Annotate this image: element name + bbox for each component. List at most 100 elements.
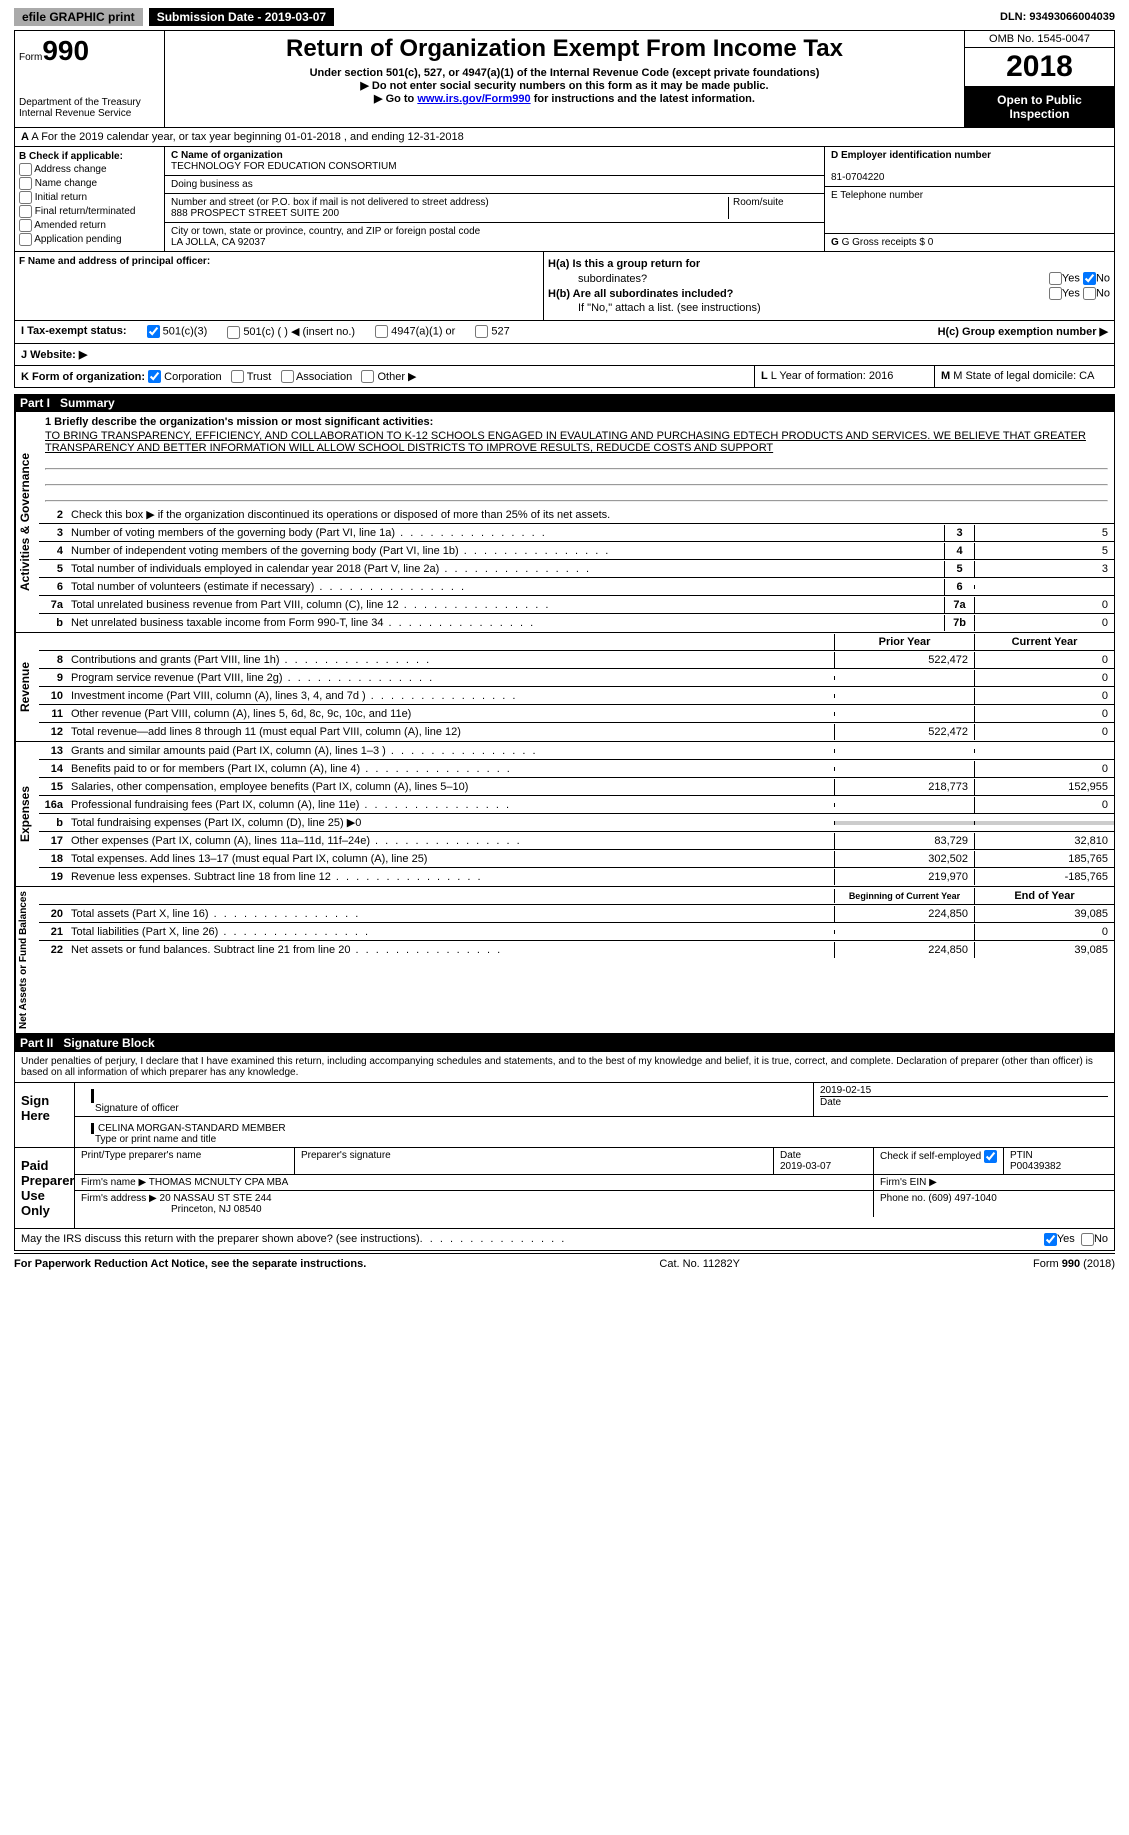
street: 888 PROSPECT STREET SUITE 200 — [171, 208, 339, 219]
row-j: J Website: ▶ — [14, 344, 1115, 366]
line-20: Total assets (Part X, line 16) — [67, 906, 834, 922]
col-d: D Employer identification number81-07042… — [824, 147, 1114, 251]
line-15: Salaries, other compensation, employee b… — [67, 779, 834, 795]
line-14: Benefits paid to or for members (Part IX… — [67, 761, 834, 777]
chk-corp[interactable] — [148, 370, 161, 383]
firm-addr1: 20 NASSAU ST STE 244 — [160, 1193, 272, 1204]
check-applicable-label: B Check if applicable: — [19, 151, 123, 162]
chk-501c3[interactable] — [147, 325, 160, 338]
line-16b: Total fundraising expenses (Part IX, col… — [67, 814, 834, 831]
line-13: Grants and similar amounts paid (Part IX… — [67, 743, 834, 759]
tax-year: 2018 — [965, 48, 1114, 87]
part1-header: Part I Summary — [14, 394, 1115, 412]
omb-number: OMB No. 1545-0047 — [965, 31, 1114, 48]
line-7b: Net unrelated business taxable income fr… — [67, 615, 944, 631]
chk-ha-no[interactable] — [1083, 272, 1096, 285]
footer: For Paperwork Reduction Act Notice, see … — [14, 1253, 1115, 1270]
sig-date: 2019-02-15 — [820, 1085, 1108, 1096]
block-bcd: B Check if applicable: Address change Na… — [14, 147, 1115, 252]
line-19: Revenue less expenses. Subtract line 18 … — [67, 869, 834, 885]
city: LA JOLLA, CA 92037 — [171, 237, 266, 248]
line-5: Total number of individuals employed in … — [67, 561, 944, 577]
block-fh: F Name and address of principal officer:… — [14, 252, 1115, 321]
chk-assoc[interactable] — [281, 370, 294, 383]
group-exemption: H(c) Group exemption number ▶ — [938, 325, 1108, 339]
chk-501c[interactable] — [227, 326, 240, 339]
vlabel-expenses: Expenses — [15, 742, 39, 886]
officer-name: CELINA MORGAN-STANDARD MEMBER — [98, 1123, 286, 1134]
dba: Doing business as — [165, 176, 824, 194]
line-7a: Total unrelated business revenue from Pa… — [67, 597, 944, 613]
line-22: Net assets or fund balances. Subtract li… — [67, 942, 834, 958]
submission-button[interactable]: Submission Date - 2019-03-07 — [149, 8, 334, 26]
chk-4947[interactable] — [375, 325, 388, 338]
instructions-link[interactable]: www.irs.gov/Form990 — [417, 93, 530, 105]
form-ref: Form 990 (2018) — [1033, 1258, 1115, 1270]
line-6: Total number of volunteers (estimate if … — [67, 579, 944, 595]
beg-year-hdr: Beginning of Current Year — [834, 889, 974, 903]
irs-label: Internal Revenue Service — [19, 108, 160, 119]
org-name: TECHNOLOGY FOR EDUCATION CONSORTIUM — [171, 161, 397, 172]
row-klm: K Form of organization: Corporation Trus… — [14, 366, 1115, 389]
current-year-hdr: Current Year — [974, 634, 1114, 650]
room-suite: Room/suite — [728, 197, 818, 219]
chk-discuss-yes[interactable] — [1044, 1233, 1057, 1246]
vlabel-netassets: Net Assets or Fund Balances — [15, 887, 39, 1033]
chk-final: Final return/terminated — [19, 205, 160, 218]
discuss-row: May the IRS discuss this return with the… — [14, 1229, 1115, 1251]
chk-amended: Amended return — [19, 219, 160, 232]
row-a: A A For the 2019 calendar year, or tax y… — [14, 128, 1115, 147]
efile-button[interactable]: efile GRAPHIC print — [14, 8, 143, 26]
subtitle-1: Under section 501(c), 527, or 4947(a)(1)… — [169, 67, 960, 79]
chk-pending: Application pending — [19, 233, 160, 246]
chk-other[interactable] — [361, 370, 374, 383]
line-17: Other expenses (Part IX, column (A), lin… — [67, 833, 834, 849]
sign-here-label: Sign Here — [15, 1083, 75, 1147]
telephone-label: E Telephone number — [831, 190, 923, 201]
line-16a: Professional fundraising fees (Part IX, … — [67, 797, 834, 813]
subtitle-3: ▶ Go to www.irs.gov/Form990 for instruct… — [169, 92, 960, 105]
chk-hb-no[interactable] — [1083, 287, 1096, 300]
firm-phone: (609) 497-1040 — [928, 1193, 996, 1204]
group-return: H(a) Is this a group return for subordin… — [544, 252, 1114, 320]
paid-preparer-label: Paid Preparer Use Only — [15, 1148, 75, 1228]
line-2: Check this box ▶ if the organization dis… — [67, 506, 1114, 523]
chk-discuss-no[interactable] — [1081, 1233, 1094, 1246]
preparer-name-label: Print/Type preparer's name — [75, 1148, 295, 1174]
chk-initial: Initial return — [19, 191, 160, 204]
state-domicile: M M State of legal domicile: CA — [934, 366, 1114, 388]
col-b: B Check if applicable: Address change Na… — [15, 147, 165, 251]
sig-officer-label: Signature of officer — [95, 1103, 807, 1114]
line-18: Total expenses. Add lines 13–17 (must eq… — [67, 851, 834, 867]
chk-527[interactable] — [475, 325, 488, 338]
line-8: Contributions and grants (Part VIII, lin… — [67, 652, 834, 668]
chk-trust[interactable] — [231, 370, 244, 383]
vlabel-governance: Activities & Governance — [15, 412, 39, 632]
chk-hb-yes[interactable] — [1049, 287, 1062, 300]
cat-no: Cat. No. 11282Y — [659, 1258, 740, 1270]
declaration: Under penalties of perjury, I declare th… — [14, 1052, 1115, 1083]
chk-ha-yes[interactable] — [1049, 272, 1062, 285]
line-11: Other revenue (Part VIII, column (A), li… — [67, 706, 834, 722]
prior-year-hdr: Prior Year — [834, 634, 974, 650]
top-bar: efile GRAPHIC print Submission Date - 20… — [14, 8, 1115, 26]
firm-addr2: Princeton, NJ 08540 — [171, 1204, 262, 1215]
col-c: C Name of organizationTECHNOLOGY FOR EDU… — [165, 147, 824, 251]
sign-here-block: Sign Here Signature of officer 2019-02-1… — [14, 1083, 1115, 1148]
line-3: Number of voting members of the governin… — [67, 525, 944, 541]
part1-body: Activities & Governance 1 Briefly descri… — [14, 412, 1115, 1034]
chk-name: Name change — [19, 177, 160, 190]
mission: 1 Briefly describe the organization's mi… — [39, 412, 1114, 506]
vlabel-revenue: Revenue — [15, 633, 39, 741]
ein: 81-0704220 — [831, 172, 884, 183]
preparer-sig-label: Preparer's signature — [295, 1148, 774, 1174]
chk-self-employed[interactable] — [984, 1150, 997, 1163]
form-title: Return of Organization Exempt From Incom… — [169, 35, 960, 63]
form-label: Form — [19, 52, 42, 63]
part2-header: Part II Signature Block — [14, 1034, 1115, 1052]
line-4: Number of independent voting members of … — [67, 543, 944, 559]
ptin: P00439382 — [1010, 1161, 1061, 1172]
line-21: Total liabilities (Part X, line 26) — [67, 924, 834, 940]
public-inspection: Open to Public Inspection — [965, 87, 1114, 127]
gross-receipts: G G Gross receipts $ 0 — [825, 234, 1114, 251]
